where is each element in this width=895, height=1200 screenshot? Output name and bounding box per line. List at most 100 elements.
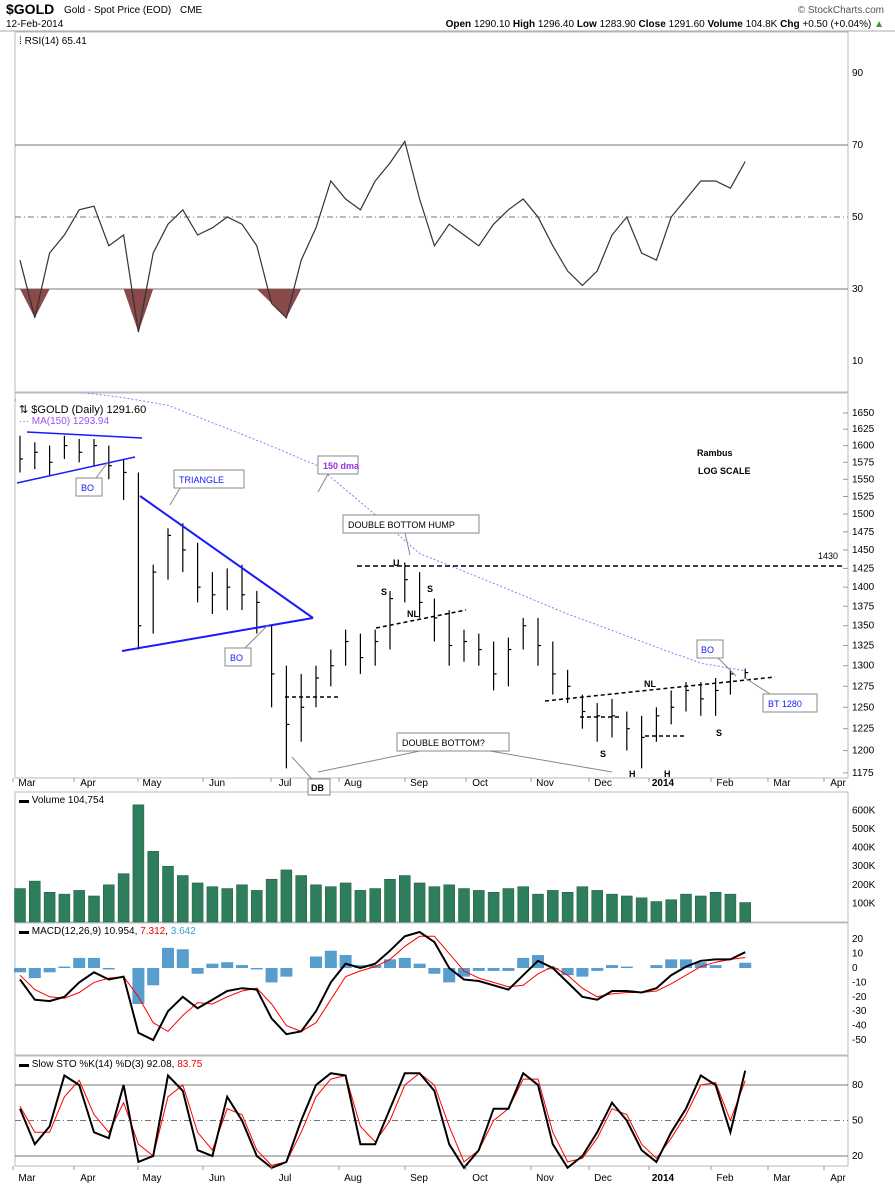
volume-bar (650, 901, 663, 923)
volume-bar (739, 902, 751, 923)
ma150-line (77, 393, 746, 672)
pattern-nl-label: NL (644, 679, 656, 689)
double-bottom-hump-callout (342, 514, 480, 534)
pattern-u-label: U (393, 558, 400, 568)
volume-bar (14, 888, 26, 923)
macd-histogram-bar (147, 968, 160, 986)
volume-bar (487, 891, 500, 923)
price-tick-label: 1300 (852, 661, 875, 672)
price-tick-label: 1550 (852, 474, 875, 485)
x-tick-label: May (143, 778, 162, 789)
x-tick-label: Dec (594, 1173, 612, 1184)
low-label: Low (577, 19, 597, 30)
volume-bar (265, 878, 278, 923)
macd-histogram-bar (680, 959, 692, 968)
volume-bar (502, 888, 515, 923)
price-tick-label: 1175 (852, 768, 874, 779)
volume-bar (532, 893, 544, 923)
price-tick-label: 1425 (852, 563, 875, 574)
rsi-tick-label: 30 (852, 284, 864, 295)
volume-tick-label: 400K (852, 843, 876, 854)
x-tick-label: Mar (773, 1173, 791, 1184)
trendline (26, 431, 143, 439)
rsi-title: ⁞ RSI(14) 65.41 (19, 36, 87, 47)
db-callout (307, 778, 331, 796)
macd-histogram-bar (458, 968, 470, 977)
dma150-label: 150 dma (323, 461, 360, 471)
volume-bar (665, 899, 677, 923)
macd-histogram-bar (354, 965, 367, 968)
price-tick-label: 1250 (852, 702, 875, 713)
pattern-s-label: S (427, 584, 433, 594)
chg-label: Chg (780, 19, 799, 30)
price-tick-label: 1650 (852, 408, 875, 419)
sto-tick-label: 80 (852, 1080, 864, 1091)
volume-label: Volume (707, 19, 743, 30)
trendline (16, 456, 136, 484)
x-axis-labels: 1650 1625 1600 1575 1550 1525 1500 1475 1450 1425… (12, 408, 875, 1184)
volume-bar (117, 873, 130, 923)
high-label: High (513, 19, 535, 30)
macd-histogram-bar (280, 968, 293, 977)
high-value: 1296.40 (538, 19, 575, 30)
volume-bar (680, 893, 692, 923)
macd-histogram-bar (739, 962, 752, 968)
macd-histogram-bar (132, 968, 145, 1004)
volume-bar (443, 884, 455, 923)
x-tick-label: Jun (209, 1173, 225, 1184)
x-tick-label: Nov (536, 1173, 554, 1184)
exchange: CME (180, 5, 203, 16)
price-tick-label: 1600 (852, 441, 875, 452)
macd-histogram-bar (428, 968, 441, 974)
volume-bar (147, 851, 159, 923)
price-tick-label: 1375 (852, 601, 875, 612)
macd-histogram-bar (576, 968, 589, 977)
macd-histogram-bar (43, 968, 56, 973)
volume-bar (251, 890, 263, 923)
double-bottom-hump-label: DOUBLE BOTTOM HUMP (348, 520, 455, 530)
macd-histogram-bar (694, 962, 707, 968)
bo-callout-1 (75, 477, 103, 497)
x-tick-label: Aug (344, 1173, 362, 1184)
close-value: 1291.60 (669, 19, 706, 30)
rsi-tick-label: 90 (852, 68, 864, 79)
macd-histogram-bar (102, 968, 115, 970)
macd-histogram-bar (709, 965, 722, 968)
price-tick-label: 1325 (852, 641, 875, 652)
macd-tick-label: -50 (852, 1035, 867, 1046)
macd-tick-label: -30 (852, 1006, 867, 1017)
copyright: © StockCharts.com (798, 5, 884, 16)
security-name: Gold - Spot Price (EOD) (64, 5, 171, 16)
price-tick-label: 1350 (852, 621, 875, 632)
price-tick-label: 1475 (852, 527, 875, 538)
rsi-panel (14, 31, 849, 393)
macd-histogram-bar (502, 968, 515, 971)
volume-bar (58, 893, 71, 923)
neckline-2 (544, 676, 776, 702)
volume-bar (561, 891, 574, 923)
x-tick-label: Oct (472, 778, 488, 789)
volume-bar (621, 895, 633, 923)
macd-histogram-bar (324, 950, 337, 968)
price-tick-label: 1275 (852, 681, 875, 692)
close-label: Close (639, 19, 667, 30)
volume-bar (635, 897, 648, 923)
bo-callout-3 (696, 639, 724, 659)
volume-bar (280, 869, 293, 923)
macd-tick-label: -40 (852, 1021, 867, 1032)
macd-histogram-bar (162, 947, 174, 968)
price-tick-label: 1450 (852, 545, 875, 556)
macd-tick-label: -10 (852, 977, 867, 988)
macd-line (19, 930, 746, 1042)
x-tick-label: Feb (716, 778, 734, 789)
macd-histogram-bar (221, 962, 234, 968)
x-tick-label: Nov (536, 778, 554, 789)
macd-histogram-bar (191, 968, 204, 974)
volume-bar (310, 884, 322, 923)
volume-bar (473, 890, 485, 923)
x-tick-label: 2014 (652, 778, 675, 789)
volume-bar (162, 865, 174, 923)
volume-tick-label: 500K (852, 824, 876, 835)
volume-bar (547, 890, 559, 923)
volume-bar (339, 882, 352, 923)
